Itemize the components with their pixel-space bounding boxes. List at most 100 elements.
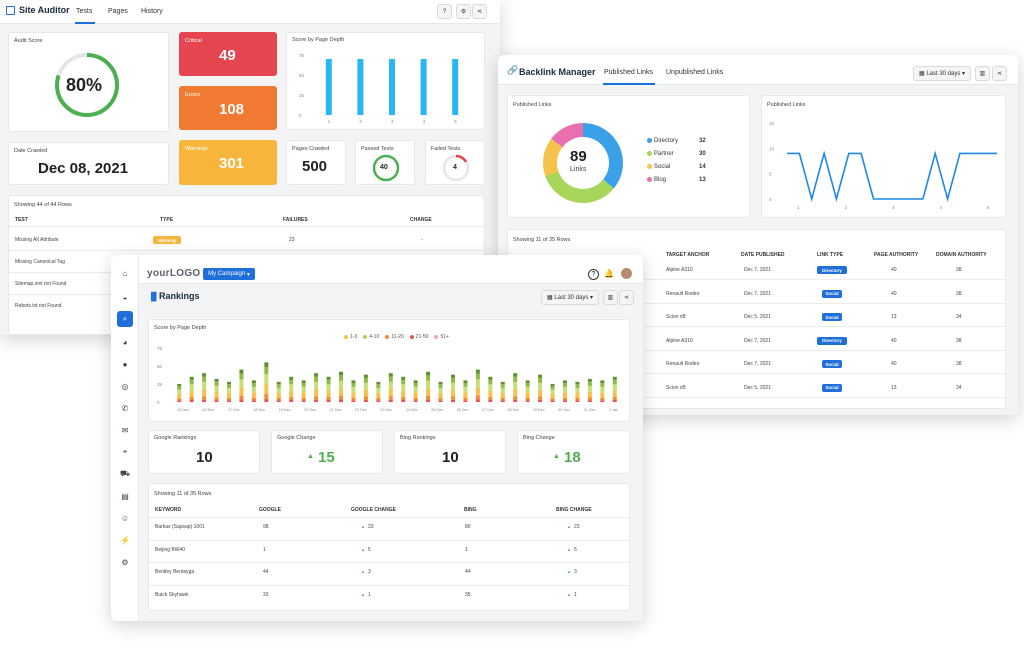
campaign-select[interactable]: My Campaign ▾ (203, 268, 255, 280)
phone-icon[interactable]: ✆ (121, 403, 129, 413)
legend-name: 1-3 (350, 334, 358, 340)
pie-chart-icon[interactable]: ◕ (122, 337, 128, 347)
failed-tests-ring (442, 154, 470, 182)
gear-icon[interactable]: ⚙ (121, 557, 129, 567)
search-icon[interactable]: ⌕ (117, 311, 133, 327)
bing-change-value: 18 (564, 449, 581, 466)
col-link-type[interactable]: LINK TYPE (817, 252, 844, 258)
donut-slice (551, 123, 584, 148)
tab-tests[interactable]: Tests (76, 8, 93, 15)
bar-segment (525, 397, 530, 401)
col-page-authority[interactable]: PAGE AUTHORITY (874, 252, 919, 258)
bar-segment (513, 376, 518, 382)
bar-segment (239, 387, 244, 396)
google-change-value: 15 (318, 449, 335, 466)
col-bing[interactable]: BING (464, 507, 477, 513)
bell-icon[interactable]: 🔔 (604, 269, 614, 278)
google-change: 23 (368, 524, 374, 530)
row-divider (149, 539, 631, 541)
bar-segment (289, 390, 294, 397)
home-icon[interactable]: ⌂ (122, 268, 128, 278)
bing-change: 23 (574, 524, 580, 530)
legend-dot (647, 138, 652, 143)
bar-segment (276, 392, 281, 398)
date-range-select[interactable]: ▦ Last 30 days ▾ (913, 66, 971, 81)
document-icon[interactable]: ▤ (121, 491, 129, 501)
target-anchor: Alpine A310 (666, 337, 693, 344)
location-pin-icon[interactable]: ⌖ (122, 447, 128, 456)
tab-unpublished-links[interactable]: Unpublished Links (666, 69, 724, 76)
col-type[interactable]: TYPE (160, 217, 174, 223)
line-title: Published Links (767, 102, 806, 108)
warnings-label: Warnings (185, 146, 209, 152)
col-keyword[interactable]: KEYWORD (155, 507, 182, 513)
col-bing-change[interactable]: BING CHANGE (556, 507, 592, 513)
date-crawled-label: Date Crawled (14, 148, 48, 154)
domain-authority: 38 (956, 361, 962, 367)
bar-segment (587, 385, 592, 392)
bar-segment (301, 392, 306, 398)
tab-published-links[interactable]: Published Links (604, 69, 654, 76)
chevron-down-icon: ▾ (245, 271, 250, 278)
col-change[interactable]: CHANGE (410, 217, 432, 223)
bing-rank: 80 (465, 524, 471, 530)
bar-segment (214, 381, 219, 386)
help-icon[interactable]: ? (588, 269, 599, 280)
tab-history[interactable]: History (141, 8, 163, 15)
errors-card[interactable]: Errors 108 (179, 86, 277, 130)
columns-button[interactable]: ▥ (603, 290, 618, 305)
bar-segment (612, 390, 617, 397)
bar-segment (363, 374, 368, 378)
help-button[interactable]: ? (437, 4, 452, 19)
row-divider (508, 373, 1007, 374)
col-test[interactable]: TEST (15, 217, 28, 223)
share-button[interactable]: ⋖ (619, 290, 634, 305)
col-google-change[interactable]: GOOGLE CHANGE (351, 507, 397, 513)
bar-segment (351, 382, 356, 387)
bar-segment (264, 367, 269, 375)
share-button[interactable]: ⋖ (992, 66, 1007, 81)
google-rankings-label: Google Rankings (154, 435, 197, 441)
col-date-published[interactable]: DATE PUBLISHED (741, 252, 785, 258)
pages-crawled-label: Pages Crawled (292, 146, 330, 152)
critical-card[interactable]: Critical 49 (179, 32, 277, 76)
col-google[interactable]: GOOGLE (259, 507, 281, 513)
tab-pages[interactable]: Pages (108, 8, 128, 15)
mail-icon[interactable]: ✉ (121, 425, 129, 435)
col-domain-authority[interactable]: DOMAIN AUTHORITY (936, 252, 987, 258)
dashboard-icon[interactable]: ◒ (122, 292, 128, 302)
bar-segment (202, 373, 207, 377)
settings-button[interactable]: ⚙ (456, 4, 471, 19)
col-target-anchor[interactable]: TARGET ANCHOR (666, 252, 710, 258)
warnings-card[interactable]: Warnings 301 (179, 140, 277, 185)
bar-segment (600, 392, 605, 398)
bar-segment (426, 388, 431, 396)
row-divider (9, 250, 486, 251)
date-range-select[interactable]: ▦ Last 30 days ▾ (541, 290, 599, 305)
bar-segment (189, 379, 194, 385)
chat-icon[interactable]: ● (122, 359, 128, 369)
y-tick-label: 0 (769, 197, 772, 202)
arrow-up-icon: ▲ (567, 591, 571, 597)
legend-value: 32 (699, 138, 706, 144)
bar-segment (326, 384, 331, 391)
bar-segment (550, 389, 555, 394)
bar-segment (488, 390, 493, 397)
y-tick-label: 25 (299, 93, 305, 98)
share-button[interactable]: ⋖ (472, 4, 487, 19)
globe-icon[interactable]: ◎ (121, 381, 129, 391)
users-icon[interactable]: ☺ (120, 513, 130, 523)
rankings-title: Rankings (159, 291, 200, 301)
plug-icon[interactable]: ⚡ (120, 535, 130, 545)
avatar[interactable] (621, 268, 632, 279)
arrow-up-icon: ▲ (567, 569, 571, 574)
col-failures[interactable]: FAILURES (283, 217, 308, 223)
date-published: Dec 7, 2021 (744, 337, 771, 344)
columns-button[interactable]: ▥ (975, 66, 990, 81)
keyword: Beijing BW40 (155, 546, 186, 553)
tests-table-caption: Showing 44 of 44 Rows (14, 202, 72, 208)
bar-segment (401, 376, 406, 380)
cart-icon[interactable]: ⛟ (119, 469, 131, 478)
donut-slice (543, 138, 563, 177)
bar-segment (388, 399, 393, 402)
